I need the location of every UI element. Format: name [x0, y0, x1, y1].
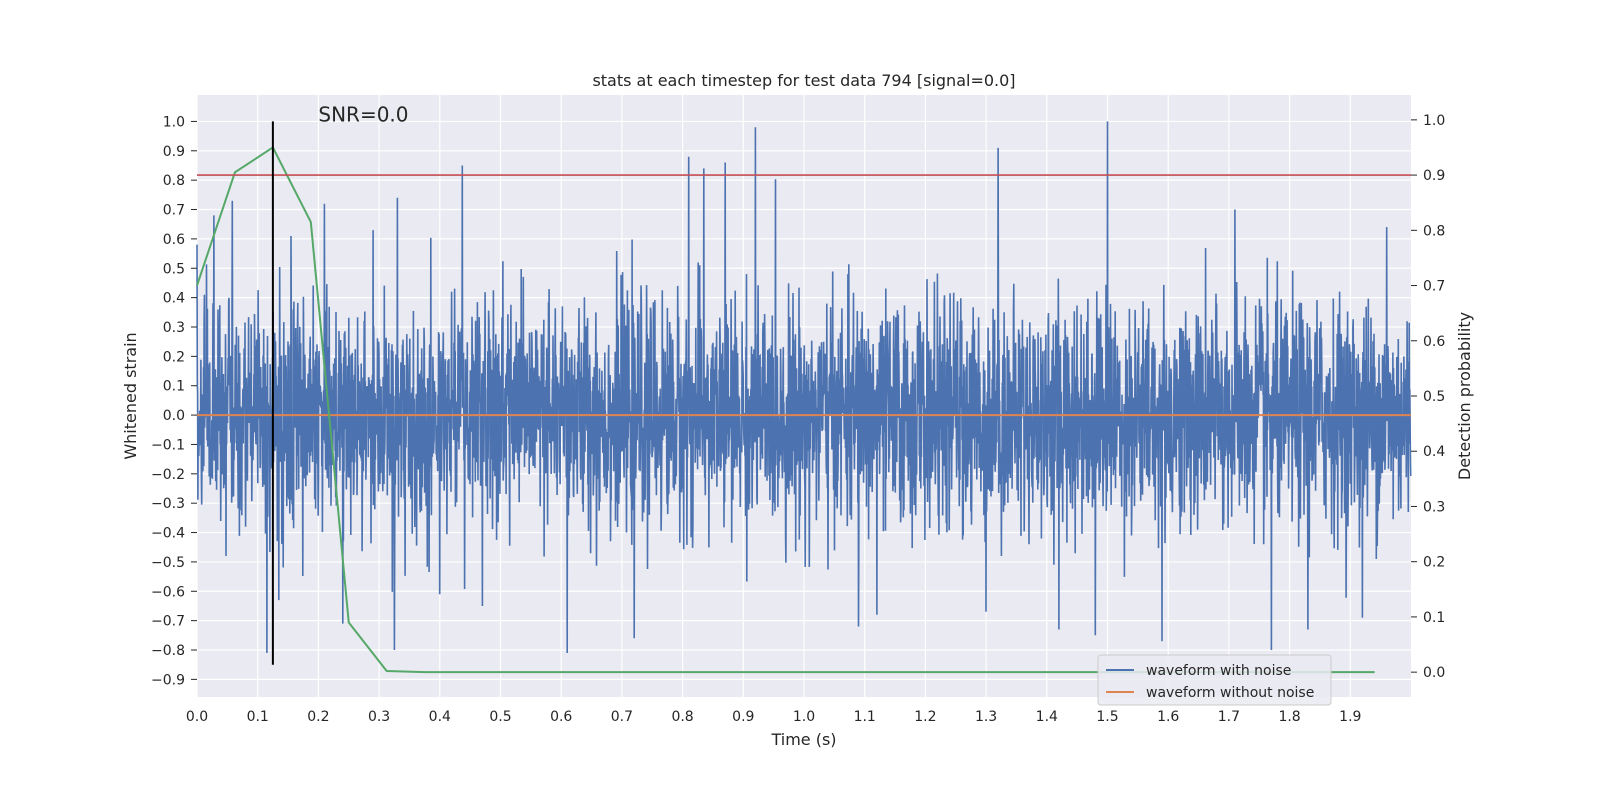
x-tick-label: 1.2 — [914, 709, 936, 725]
y-tick-label: −0.3 — [151, 496, 185, 512]
x-tick-label: 0.1 — [247, 709, 269, 725]
y2-tick-label: 0.3 — [1423, 499, 1445, 515]
legend-box — [1097, 654, 1332, 706]
y-tick-label: −0.8 — [151, 643, 185, 659]
y2-tick-label: 0.2 — [1423, 555, 1445, 571]
x-tick-label: 0.4 — [429, 709, 451, 725]
x-tick-label: 1.3 — [975, 709, 997, 725]
y-tick-label: 0.6 — [163, 232, 185, 248]
x-tick-label: 0.8 — [671, 709, 693, 725]
y-tick-label: 0.3 — [163, 320, 185, 336]
y-tick-label: −0.5 — [151, 555, 185, 571]
y-tick-label: 0.9 — [163, 144, 185, 160]
series-layer — [196, 121, 1412, 674]
y-tick-label: 0.1 — [163, 379, 185, 395]
x-tick-label: 0.0 — [186, 709, 208, 725]
x-tick-label: 1.5 — [1096, 709, 1118, 725]
x-tick-label: 0.9 — [732, 709, 754, 725]
y2-tick-label: 0.6 — [1423, 334, 1445, 350]
x-tick-label: 1.6 — [1157, 709, 1179, 725]
x-tick-label: 0.2 — [307, 709, 329, 725]
y-tick-label: 0.8 — [163, 173, 185, 189]
y-tick-label: 0.4 — [163, 291, 185, 307]
x-tick-label: 1.4 — [1036, 709, 1058, 725]
y-tick-label: −0.6 — [151, 584, 185, 600]
y2-tick-label: 0.7 — [1423, 279, 1445, 295]
x-tick-label: 1.7 — [1218, 709, 1240, 725]
y-tick-label: −0.2 — [151, 467, 185, 483]
y-tick-label: −0.1 — [151, 437, 185, 453]
y2-tick-label: 1.0 — [1423, 113, 1445, 129]
chart-title: stats at each timestep for test data 794… — [592, 71, 1015, 90]
x-tick-label: 0.5 — [489, 709, 511, 725]
x-axis-label: Time (s) — [770, 730, 836, 749]
legend: waveform with noise waveform without nois… — [1097, 654, 1332, 706]
y-tick-label: −0.7 — [151, 614, 185, 630]
snr-annotation: SNR=0.0 — [318, 102, 408, 126]
y-tick-label: −0.9 — [151, 672, 185, 688]
y2-tick-label: 0.4 — [1423, 444, 1445, 460]
x-tick-label: 0.3 — [368, 709, 390, 725]
x-tick-label: 1.1 — [854, 709, 876, 725]
legend-label: waveform with noise — [1146, 663, 1291, 679]
legend-label: waveform without noise — [1146, 685, 1314, 701]
y-tick-label: 1.0 — [163, 114, 185, 130]
y2-axis-label: Detection probability — [1455, 312, 1474, 480]
y2-tick-label: 0.1 — [1423, 610, 1445, 626]
axes: 0.0 0.1 0.2 0.3 0.4 0.5 0.6 0.7 0.8 0.9 1.0 1.1 1.2 1… — [151, 113, 1445, 725]
x-tick-label: 1.8 — [1278, 709, 1300, 725]
y-tick-label: 0.5 — [163, 261, 185, 277]
x-tick-label: 1.0 — [793, 709, 815, 725]
y2-tick-label: 0.0 — [1423, 665, 1445, 681]
y-tick-label: 0.0 — [163, 408, 185, 424]
y-axis-label: Whitened strain — [121, 332, 140, 459]
y2-tick-label: 0.9 — [1423, 168, 1445, 184]
waveform-with-noise-line — [196, 121, 1412, 654]
y-tick-label: −0.4 — [151, 526, 185, 542]
y-tick-label: 0.2 — [163, 349, 185, 365]
x-tick-label: 0.7 — [611, 709, 633, 725]
detection-probability-line — [196, 146, 1375, 674]
x-tick-label: 0.6 — [550, 709, 572, 725]
y2-tick-label: 0.8 — [1423, 223, 1445, 239]
x-tick-label: 1.9 — [1339, 709, 1361, 725]
y2-tick-label: 0.5 — [1423, 389, 1445, 405]
y-tick-label: 0.7 — [163, 203, 185, 219]
